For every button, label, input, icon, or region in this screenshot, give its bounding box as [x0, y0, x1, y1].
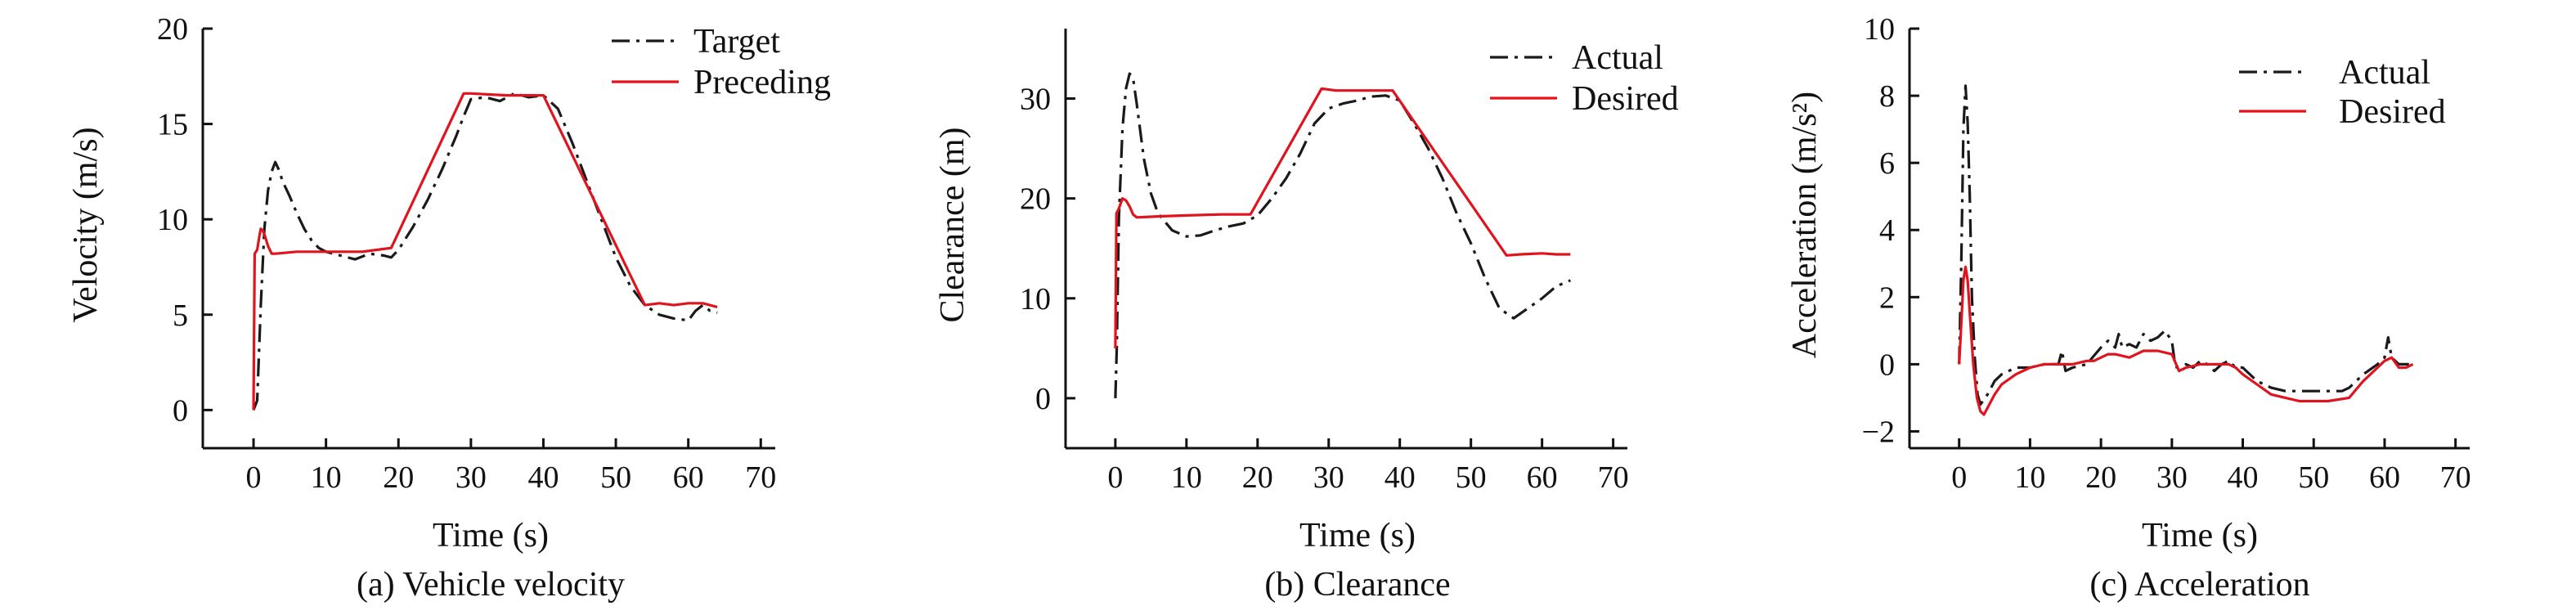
x-tick-label: 0: [1951, 460, 1967, 495]
x-tick-label: 60: [1527, 460, 1558, 495]
legend: Actual Desired: [1490, 39, 1679, 118]
panel-caption: (a) Vehicle velocity: [357, 566, 625, 604]
x-tick-label: 20: [1242, 460, 1273, 495]
y-tick-label: 4: [1879, 213, 1895, 248]
series-line-desired: [1114, 87, 1571, 348]
y-tick-label: 0: [173, 393, 188, 428]
x-tick-label: 30: [1313, 460, 1344, 495]
x-tick-label: 30: [456, 460, 487, 495]
x-tick-label: 40: [2228, 460, 2259, 495]
plot-area: 0 10 20 30 40 50 60 70 0 5 10 15 20: [157, 12, 776, 495]
panel-caption: (b) Clearance: [1264, 566, 1450, 604]
y-tick-label: 5: [173, 299, 188, 333]
y-tick-label: 0: [1035, 382, 1051, 416]
y-tick-label: 8: [1879, 79, 1895, 114]
y-tick-label: 10: [1864, 12, 1895, 47]
x-tick-label: 10: [1171, 460, 1202, 495]
y-tick-label: 2: [1879, 281, 1895, 315]
x-tick-label: 50: [2298, 460, 2329, 495]
y-tick-label: 10: [157, 203, 188, 237]
y-tick-label: 20: [1020, 182, 1051, 217]
y-tick-label: 0: [1879, 348, 1895, 382]
x-tick-label: 50: [600, 460, 631, 495]
x-tick-label: 40: [1384, 460, 1416, 495]
x-tick-label: 50: [1456, 460, 1487, 495]
x-tick-label: 70: [2440, 460, 2471, 495]
x-tick-label: 60: [673, 460, 704, 495]
legend-label-actual: Actual: [1572, 39, 1663, 77]
legend: Actual Desired: [2239, 54, 2446, 131]
y-tick-label: 30: [1020, 83, 1051, 117]
x-axis-label: Time (s): [433, 517, 549, 554]
x-tick-label: 10: [311, 460, 342, 495]
y-tick-label: 20: [157, 12, 188, 47]
x-axis-label: Time (s): [1299, 517, 1416, 554]
x-tick-label: 10: [2014, 460, 2045, 495]
x-tick-label: 70: [1598, 460, 1629, 495]
series-line-target: [252, 92, 718, 411]
y-tick-label: 6: [1879, 146, 1895, 181]
x-tick-label: 20: [2085, 460, 2116, 495]
legend-label-desired: Desired: [2339, 93, 2446, 131]
x-tick-label: 70: [745, 460, 776, 495]
series-line-actual: [1958, 84, 2413, 406]
panel-caption: (c) Acceleration: [2089, 566, 2309, 604]
y-axis-label: Clearance (m): [934, 127, 972, 322]
y-axis-label: Velocity (m/s): [67, 127, 105, 322]
chart-panel-clearance: 0 10 20 30 40 50 60 70 0 10 20 30 Time (s) Clearanc…: [934, 29, 1679, 604]
series-line-actual: [1114, 72, 1572, 398]
series-line-preceding: [252, 92, 718, 411]
x-tick-label: 30: [2156, 460, 2188, 495]
y-tick-label: 15: [157, 108, 188, 142]
chart-panel-acceleration: 0 10 20 30 40 50 60 70 −2 0 2 4 6 8 10 Time (s) Accele…: [1786, 12, 2471, 604]
x-tick-label: 0: [246, 460, 262, 495]
plot-area: 0 10 20 30 40 50 60 70 0 10 20 30: [1020, 29, 1629, 495]
y-tick-label: −2: [1862, 415, 1895, 449]
plot-area: 0 10 20 30 40 50 60 70 −2 0 2 4 6 8 10: [1862, 12, 2471, 495]
x-axis-label: Time (s): [2142, 517, 2258, 554]
x-tick-label: 0: [1107, 460, 1123, 495]
x-tick-label: 20: [383, 460, 414, 495]
legend: Target Preceding: [612, 23, 831, 101]
x-tick-label: 60: [2369, 460, 2400, 495]
legend-label-target: Target: [693, 23, 780, 61]
legend-label-preceding: Preceding: [693, 64, 831, 101]
chart-panel-velocity: 0 10 20 30 40 50 60 70 0 5 10 15 20 Time (s) Velocit…: [67, 12, 831, 604]
x-tick-label: 40: [527, 460, 559, 495]
y-tick-label: 10: [1020, 282, 1051, 316]
y-axis-label: Acceleration (m/s²): [1786, 92, 1824, 358]
series-line-desired: [1958, 265, 2414, 416]
legend-label-desired: Desired: [1572, 80, 1679, 118]
legend-label-actual: Actual: [2339, 54, 2430, 92]
